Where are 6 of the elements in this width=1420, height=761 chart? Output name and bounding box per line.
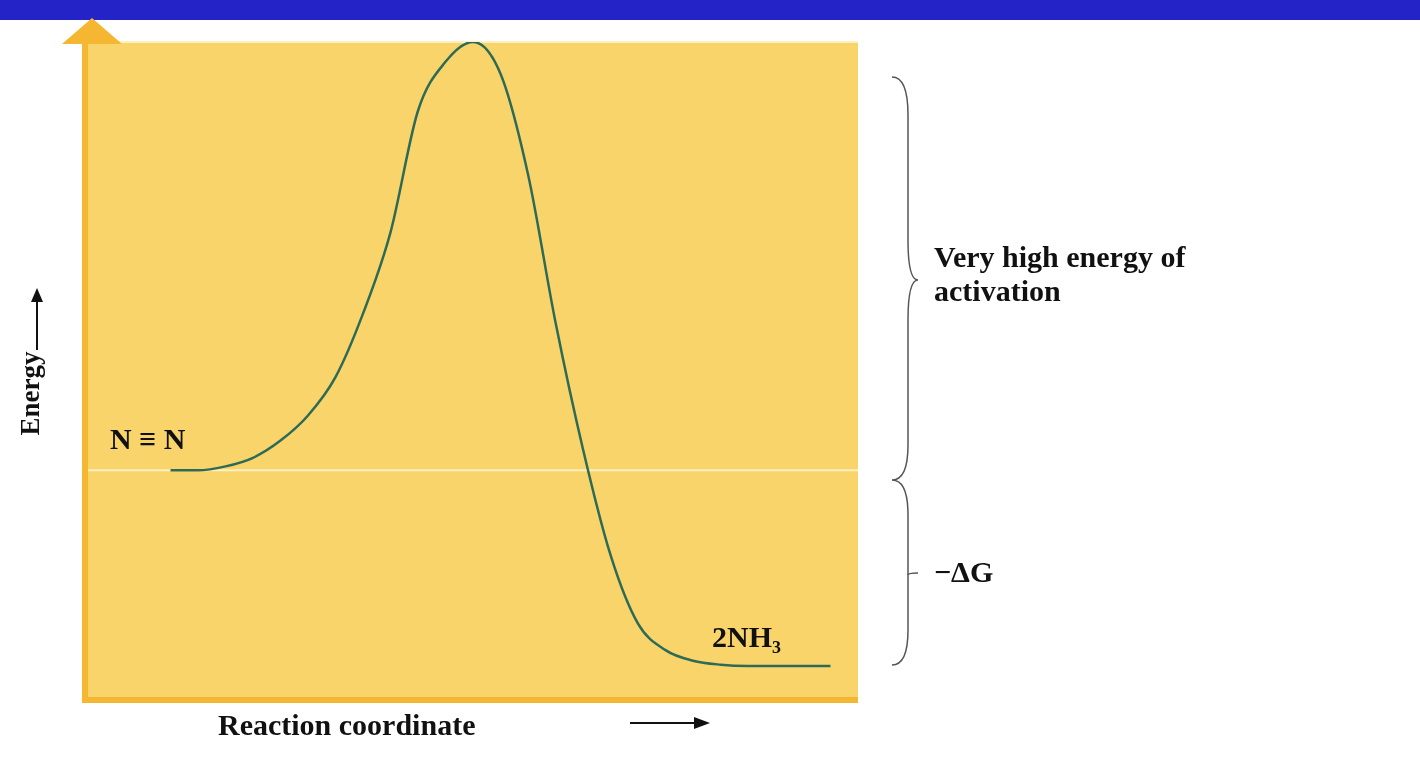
y-axis-title: Energy [14,351,46,436]
x-axis-title: Reaction coordinate [218,708,476,742]
text: −ΔG [934,555,994,589]
text: Very high energy of activation [934,240,1187,308]
annotation: 2NH₃ [712,620,781,654]
annotation: N ≡ N [110,422,186,456]
